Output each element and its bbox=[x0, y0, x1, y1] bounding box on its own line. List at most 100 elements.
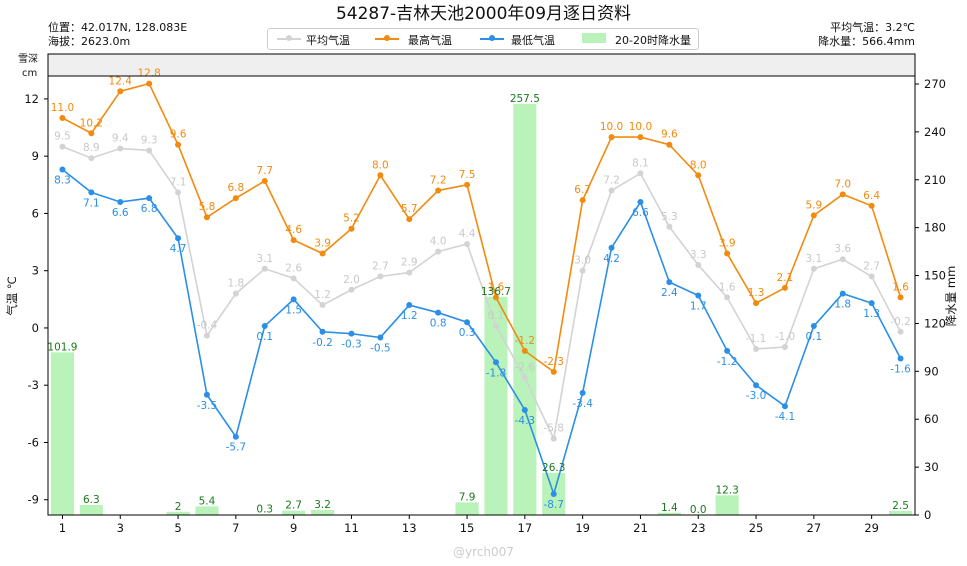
data-point-min bbox=[579, 389, 586, 396]
data-label-avg: 5.3 bbox=[661, 211, 678, 223]
data-label-min: 4.7 bbox=[170, 243, 187, 255]
data-label-max: 12.4 bbox=[109, 75, 133, 87]
data-point-avg bbox=[666, 223, 673, 230]
data-point-max bbox=[666, 141, 673, 148]
data-label-min: 6.8 bbox=[141, 203, 158, 215]
precip-bar bbox=[484, 296, 508, 515]
data-point-max bbox=[781, 284, 788, 291]
precip-bar bbox=[715, 495, 739, 515]
data-label-max: 4.6 bbox=[285, 224, 302, 236]
y-axis-title: 气温 ℃ bbox=[5, 276, 19, 316]
y-tick-label: 12 bbox=[24, 92, 39, 106]
x-tick-label: 9 bbox=[290, 521, 297, 535]
y-tick-label: -6 bbox=[28, 435, 39, 449]
data-label-min: 8.3 bbox=[54, 175, 71, 187]
data-point-max bbox=[579, 197, 586, 204]
data-label-min: -3.0 bbox=[746, 390, 767, 402]
precip-bar bbox=[888, 511, 913, 515]
data-point-max bbox=[203, 214, 210, 221]
precip-bar bbox=[455, 502, 479, 515]
data-label-max: 7.0 bbox=[834, 178, 851, 190]
data-point-max bbox=[839, 191, 846, 198]
y-tick-label: -9 bbox=[28, 493, 39, 507]
legend-min-dot-icon bbox=[489, 35, 495, 41]
data-label-min: -4.3 bbox=[515, 415, 536, 427]
snow-depth-strip bbox=[47, 53, 916, 77]
data-label-min: 2.4 bbox=[661, 287, 678, 299]
data-label-min: 4.2 bbox=[603, 253, 620, 265]
x-tick-label: 7 bbox=[232, 521, 239, 535]
data-point-avg bbox=[781, 344, 788, 351]
data-point-avg bbox=[59, 143, 66, 150]
data-label-max: 7.7 bbox=[256, 165, 273, 177]
legend-precip-label: 20-20时降水量 bbox=[615, 34, 691, 47]
legend-precip-box-icon bbox=[582, 33, 606, 43]
precip-summary: 降水量：566.4mm bbox=[818, 35, 915, 48]
data-point-max bbox=[492, 294, 499, 301]
x-tick-label: 27 bbox=[807, 521, 822, 535]
data-label-max: 7.5 bbox=[459, 169, 476, 181]
data-label-max: 3.9 bbox=[314, 238, 331, 250]
y-tick-label: 3 bbox=[32, 264, 39, 278]
data-point-min bbox=[666, 279, 673, 286]
watermark: @yrch007 bbox=[453, 545, 514, 559]
x-tick-label: 29 bbox=[864, 521, 879, 535]
legend-avg-label: 平均气温 bbox=[306, 34, 350, 47]
data-label-max: 10.0 bbox=[600, 121, 623, 133]
precip-bar-label: 3.2 bbox=[314, 499, 331, 511]
data-point-max bbox=[868, 202, 875, 209]
data-point-avg bbox=[348, 286, 355, 293]
data-label-max: 1.6 bbox=[892, 281, 909, 293]
data-point-min bbox=[637, 198, 644, 205]
data-point-min bbox=[608, 244, 615, 251]
data-point-max bbox=[897, 294, 904, 301]
precip-bar bbox=[195, 506, 219, 515]
data-label-avg: 3.3 bbox=[690, 249, 707, 261]
data-point-min bbox=[753, 382, 760, 389]
data-point-min bbox=[377, 334, 384, 341]
data-label-avg: -1.1 bbox=[746, 333, 767, 345]
series-line-min bbox=[61, 168, 902, 497]
data-label-avg: 1.6 bbox=[719, 281, 736, 293]
x-tick-label: 5 bbox=[174, 521, 181, 535]
precip-bar bbox=[513, 103, 537, 515]
data-label-avg: -2.6 bbox=[515, 362, 536, 374]
data-label-avg: 0.1 bbox=[488, 310, 505, 322]
y-tick-label: -3 bbox=[28, 378, 39, 392]
data-label-min: 1.5 bbox=[285, 304, 302, 316]
data-point-max bbox=[435, 187, 442, 194]
y2-tick-label: 180 bbox=[924, 221, 946, 235]
data-label-min: 6.6 bbox=[632, 207, 649, 219]
data-point-min bbox=[232, 433, 239, 440]
data-label-max: 5.2 bbox=[343, 213, 360, 225]
data-label-avg: 9.4 bbox=[112, 133, 129, 145]
data-point-avg bbox=[146, 147, 153, 154]
data-point-min bbox=[117, 198, 124, 205]
data-label-min: 1.2 bbox=[401, 310, 418, 322]
data-point-avg bbox=[435, 248, 442, 255]
legend-max-dot-icon bbox=[384, 35, 390, 41]
data-point-min bbox=[88, 189, 95, 196]
data-label-max: 11.0 bbox=[51, 102, 74, 114]
data-label-avg: 2.0 bbox=[343, 274, 360, 286]
data-label-avg: 9.3 bbox=[141, 134, 158, 146]
data-label-max: 9.6 bbox=[661, 129, 678, 141]
data-point-max bbox=[377, 172, 384, 179]
snow-depth-unit: cm bbox=[22, 68, 38, 79]
data-point-avg bbox=[492, 323, 499, 330]
data-label-avg: 9.5 bbox=[54, 131, 71, 143]
precip-bar-label: 6.3 bbox=[83, 494, 100, 506]
y2-tick-label: 210 bbox=[924, 173, 946, 187]
data-label-avg: -0.2 bbox=[890, 316, 911, 328]
data-label-avg: 3.1 bbox=[256, 253, 273, 265]
data-point-max bbox=[753, 300, 760, 307]
data-label-max: 8.0 bbox=[372, 159, 389, 171]
data-point-avg bbox=[637, 170, 644, 177]
snow-depth-label: 雪深 bbox=[18, 54, 38, 65]
precip-bar bbox=[282, 510, 306, 515]
precip-bar bbox=[657, 512, 681, 515]
precip-bar-label: 136.7 bbox=[481, 286, 511, 298]
data-point-avg bbox=[724, 294, 731, 301]
data-point-min bbox=[695, 292, 702, 299]
data-label-min: -8.7 bbox=[544, 499, 565, 511]
